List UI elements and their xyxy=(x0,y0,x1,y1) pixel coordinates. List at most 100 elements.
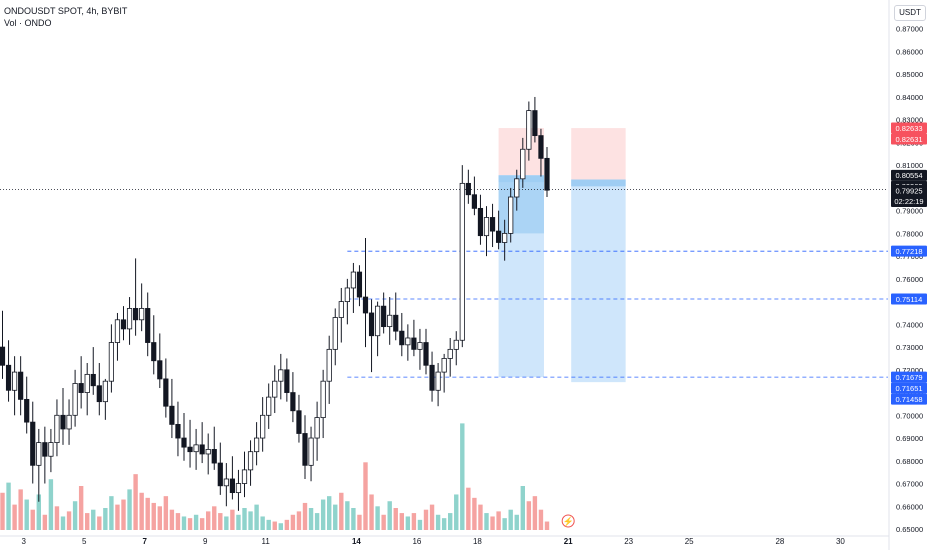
candle-down xyxy=(132,308,139,321)
symbol-title: ONDOUSDT SPOT, 4h, BYBIT xyxy=(4,6,128,16)
candle-up xyxy=(326,348,332,382)
candle-down xyxy=(399,330,405,346)
candle-up xyxy=(320,380,326,418)
candle-down xyxy=(211,449,217,464)
price-label-text: 0.71458 xyxy=(895,395,922,404)
candle-down xyxy=(42,442,48,457)
volume-bar xyxy=(532,496,538,530)
volume-bar xyxy=(266,519,271,530)
candle-up xyxy=(235,483,242,494)
volume-bar xyxy=(520,486,525,530)
candle-up xyxy=(520,148,526,180)
candle-up xyxy=(84,373,90,393)
volume-bar xyxy=(508,509,513,530)
volume-bar xyxy=(357,514,362,530)
candle-up xyxy=(483,217,490,237)
candle-down xyxy=(78,383,84,393)
volume-bar xyxy=(490,516,495,530)
volume-bar xyxy=(91,509,96,530)
volume-bar xyxy=(544,521,550,530)
candle-up xyxy=(344,287,350,303)
countdown-text: 02:22:19 xyxy=(894,197,923,206)
volume-bar xyxy=(484,513,489,530)
candle-down xyxy=(151,342,157,362)
price-tick-label: 0.81000 xyxy=(896,161,923,170)
volume-bar xyxy=(435,514,441,530)
volume-bar xyxy=(423,509,429,530)
volume-bar xyxy=(181,516,187,530)
time-tick-label: 28 xyxy=(775,537,784,546)
price-tick-label: 0.83000 xyxy=(896,116,923,125)
volume-bar xyxy=(206,511,211,530)
price-label-badge xyxy=(891,393,927,405)
volume-bar xyxy=(375,506,380,530)
candle-down xyxy=(120,319,127,330)
time-tick-label: 7 xyxy=(142,537,147,546)
candle-down xyxy=(489,217,496,232)
volume-bar xyxy=(441,518,447,530)
price-label-text: 0.77218 xyxy=(895,247,922,256)
price-tick-label: 0.84000 xyxy=(896,93,923,102)
volume-bar xyxy=(393,508,398,530)
candle-up xyxy=(387,314,393,328)
volume-bar xyxy=(145,497,150,530)
volume-bar xyxy=(30,509,35,530)
volume-bar xyxy=(454,494,459,530)
candle-down xyxy=(181,437,187,448)
price-tick-label: 0.87000 xyxy=(896,25,923,34)
volume-bar xyxy=(411,513,417,530)
volume-bar xyxy=(187,518,193,530)
price-tick-label: 0.72000 xyxy=(896,366,923,375)
volume-bar xyxy=(478,504,483,530)
price-tick-label: 0.67000 xyxy=(896,480,923,489)
volume-bar xyxy=(339,492,344,530)
last-price-text: 0.79925 xyxy=(895,186,922,195)
candle-up xyxy=(247,451,254,471)
candle-down xyxy=(157,360,163,380)
candle-up xyxy=(253,437,260,453)
candle-down xyxy=(368,312,375,337)
candle-down xyxy=(290,392,296,412)
volume-bar xyxy=(327,496,332,530)
short-position-entry-band xyxy=(571,179,626,187)
currency-selector[interactable]: USDT xyxy=(894,5,926,21)
volume-bar xyxy=(66,511,72,530)
time-tick-label: 16 xyxy=(412,537,421,546)
candle-down xyxy=(187,446,193,453)
candle-up xyxy=(205,449,211,455)
time-tick-label: 23 xyxy=(624,537,633,546)
volume-bar xyxy=(333,504,338,530)
volume-bar xyxy=(109,496,114,530)
short-position-target-zone xyxy=(571,179,626,383)
volume-bar xyxy=(387,501,392,530)
price-label-text: 0.82631 xyxy=(895,135,922,144)
volume-bar xyxy=(24,499,29,530)
candle-down xyxy=(532,110,538,137)
volume-bar xyxy=(85,513,90,530)
candle-down xyxy=(199,444,205,455)
candle-down xyxy=(362,296,369,314)
candle-down xyxy=(429,364,435,391)
candle-up xyxy=(514,178,520,198)
volume-bar xyxy=(78,486,84,530)
volume-bar xyxy=(399,513,404,530)
price-tick-label: 0.68000 xyxy=(896,457,923,466)
volume-bar xyxy=(278,523,283,530)
candle-down xyxy=(229,478,235,494)
candle-up xyxy=(139,308,145,321)
candle-down xyxy=(356,271,363,298)
candle-down xyxy=(96,385,102,403)
volume-bar xyxy=(193,514,199,530)
candle-down xyxy=(302,433,308,466)
candle-up xyxy=(374,305,381,337)
volume-bar xyxy=(460,423,465,530)
volume-bar xyxy=(218,513,223,530)
volume-bar xyxy=(314,513,320,530)
candle-down xyxy=(284,369,290,393)
price-label-text: 0.82633 xyxy=(895,124,922,133)
price-label-badge xyxy=(891,245,927,257)
candle-up xyxy=(435,371,441,391)
time-tick-label: 14 xyxy=(352,537,361,546)
candle-up xyxy=(66,414,72,430)
